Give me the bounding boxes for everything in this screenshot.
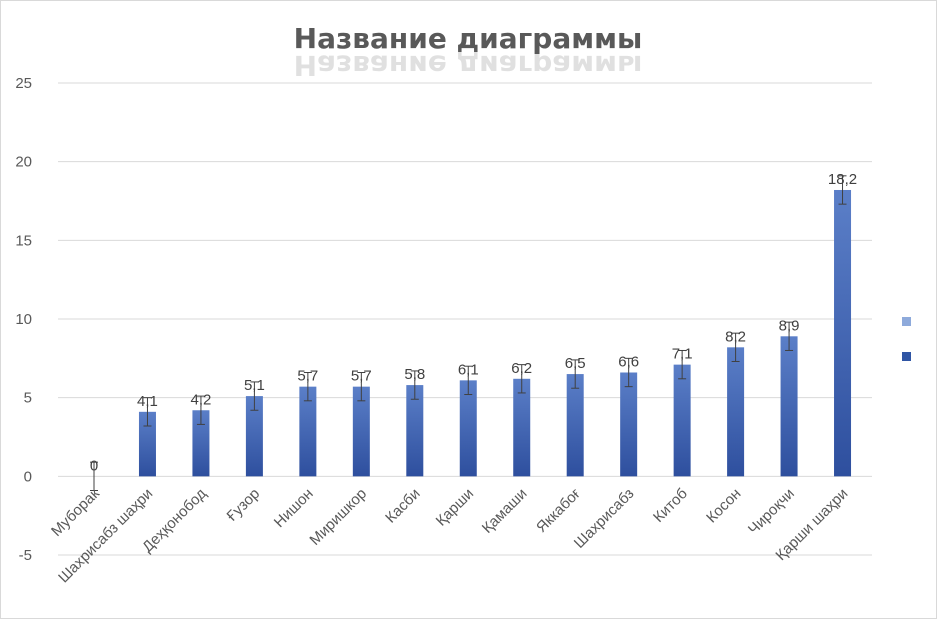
- bar: [192, 410, 210, 477]
- legend-swatch: [902, 352, 911, 361]
- error-bar: [785, 321, 794, 351]
- bar: [780, 336, 798, 477]
- bar: [245, 396, 263, 477]
- y-tick-label: 20: [15, 154, 32, 171]
- bar: [566, 374, 584, 477]
- bar: [834, 189, 852, 477]
- x-tick-label: Ғузор: [224, 485, 264, 525]
- data-label: 5,1: [244, 377, 265, 394]
- data-label: 5,8: [404, 366, 425, 383]
- x-tick-label: Китоб: [650, 485, 691, 526]
- y-tick-label: 10: [15, 311, 32, 328]
- data-label: 8,9: [779, 317, 800, 334]
- x-tick-label: Муборак: [48, 485, 103, 540]
- bar: [620, 372, 638, 477]
- x-tick-label: Касби: [382, 485, 423, 526]
- error-bar: [196, 395, 205, 425]
- error-bar: [731, 332, 740, 362]
- y-tick-label: 5: [24, 390, 32, 407]
- x-tick-label: Нишон: [271, 485, 317, 531]
- error-bar: [357, 371, 366, 402]
- data-label: 4,2: [191, 391, 212, 408]
- data-label: 0: [90, 457, 98, 474]
- data-label: 4,1: [137, 393, 158, 410]
- y-tick-label: 15: [15, 232, 32, 249]
- x-tick-label: Қарши: [433, 485, 477, 529]
- data-label: 5,7: [297, 368, 318, 385]
- x-tick-label: Қамаши: [479, 485, 531, 537]
- error-bar: [90, 461, 98, 491]
- data-label: 6,2: [511, 360, 532, 377]
- y-tick-label: 0: [24, 468, 32, 485]
- data-label: 7,1: [672, 346, 693, 363]
- data-label: 6,5: [565, 355, 586, 372]
- bar: [673, 364, 691, 477]
- error-bar: [410, 370, 419, 400]
- y-tick-label: 25: [15, 75, 32, 92]
- error-bar: [624, 357, 633, 388]
- x-tick-label: Косон: [703, 485, 744, 526]
- x-tick-label: Шахрисабз шаҳри: [55, 485, 156, 586]
- bar: [352, 386, 370, 477]
- data-label: 6,6: [618, 353, 639, 370]
- error-bar: [143, 397, 152, 427]
- bar: [727, 347, 745, 477]
- error-bar: [517, 364, 526, 394]
- error-bar: [678, 349, 687, 380]
- legend-swatch: [902, 317, 911, 326]
- data-label: 18,2: [828, 171, 857, 188]
- error-bar: [303, 371, 312, 402]
- bar: [138, 411, 156, 477]
- bar: [513, 378, 531, 477]
- bar: [406, 385, 424, 477]
- error-bar: [464, 365, 473, 396]
- error-bar: [838, 175, 847, 205]
- error-bar: [571, 359, 580, 389]
- x-tick-label: Чироқчи: [745, 485, 798, 538]
- error-bar: [250, 381, 259, 411]
- chart-title: Название диаграммы: [294, 22, 643, 55]
- x-tick-label: Миришкор: [306, 485, 370, 549]
- bar: [299, 386, 317, 477]
- data-label: 5,7: [351, 368, 372, 385]
- data-label: 8,2: [725, 328, 746, 345]
- bar: [459, 380, 477, 477]
- x-tick-label: Яккабоғ: [533, 485, 584, 536]
- data-label: 6,1: [458, 361, 479, 378]
- y-tick-label: -5: [19, 547, 32, 564]
- chart-title-reflection: Название диаграммы: [294, 49, 643, 82]
